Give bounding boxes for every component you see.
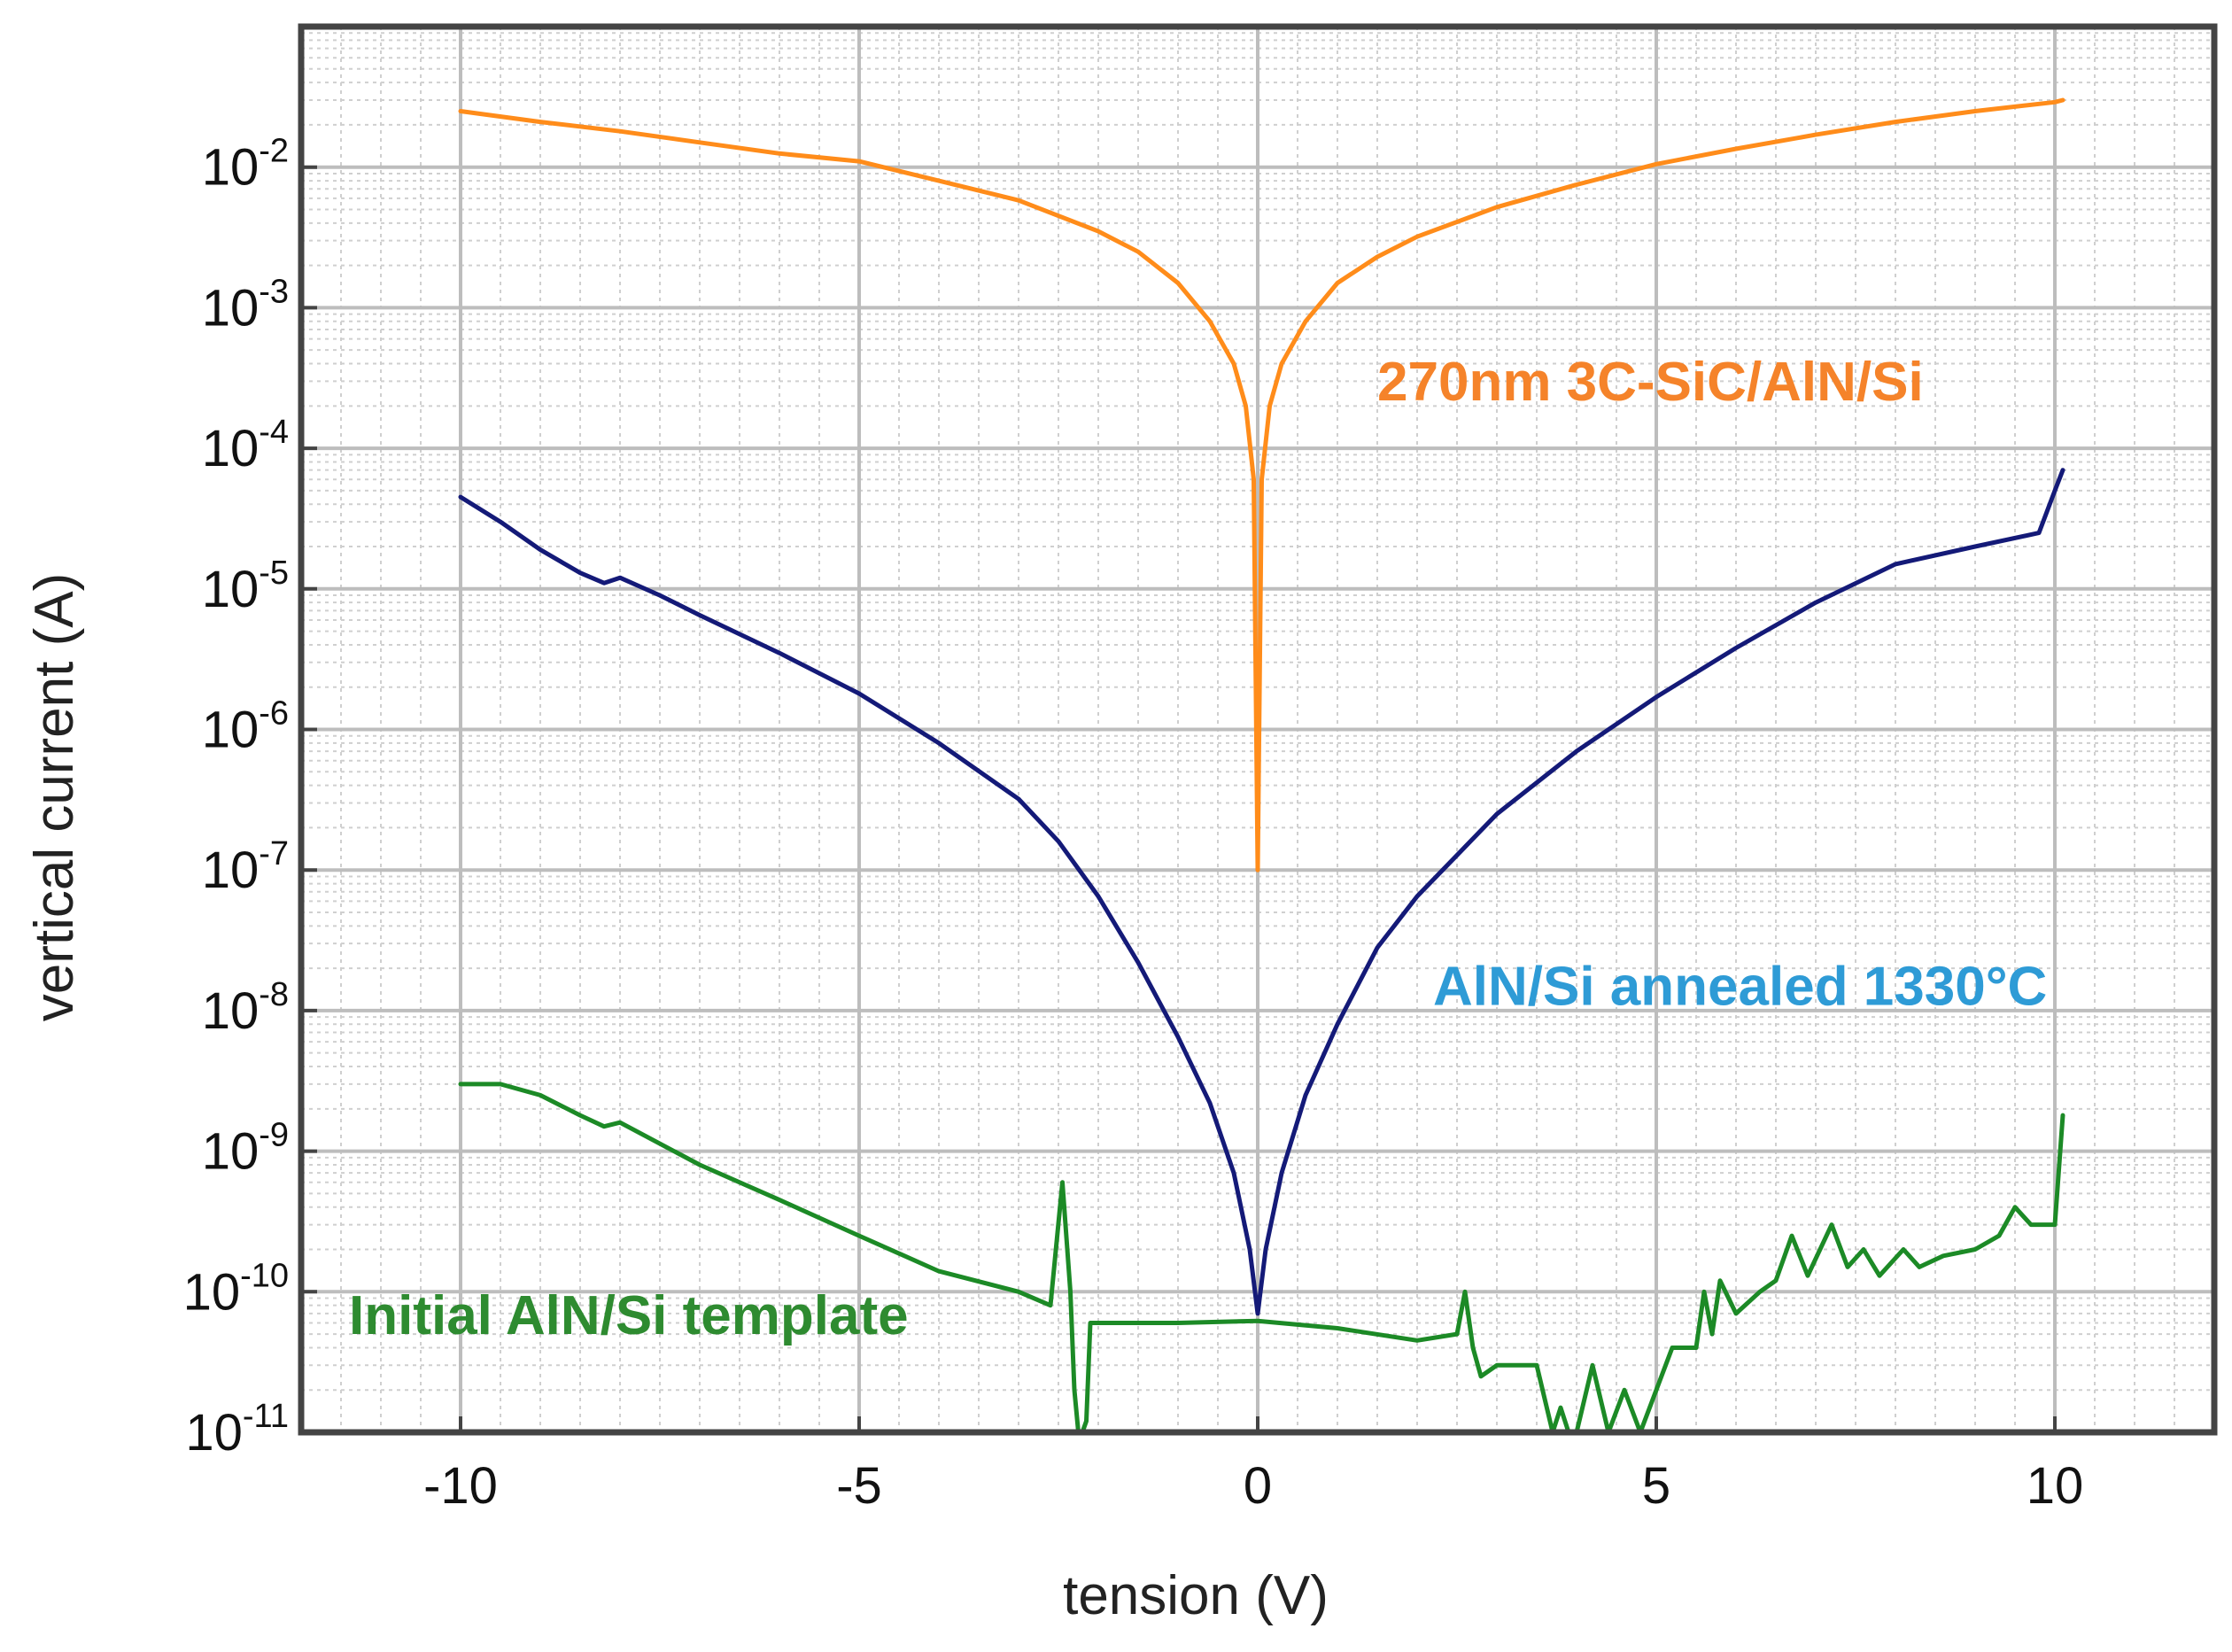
x-tick-label: -5 <box>836 1457 882 1515</box>
y-tick-label: 10-5 <box>202 555 289 618</box>
grid-layer <box>300 25 2215 1434</box>
y-axis-label: vertical current (A) <box>24 573 85 1021</box>
y-tick-label: 10-11 <box>185 1398 289 1462</box>
y-tick-label: 10-7 <box>202 835 289 899</box>
y-tick-label: 10-6 <box>202 695 289 759</box>
annotation-label: AlN/Si annealed 1330°C <box>1433 956 2047 1017</box>
y-tick-label: 10-3 <box>202 273 289 337</box>
series-line-270nm-3c-sic-aln-si <box>458 97 2065 873</box>
series-layer <box>458 97 2065 1435</box>
annotation-layer: 270nm 3C-SiC/AlN/Si AlN/Si annealed 1330°… <box>349 352 2047 1346</box>
x-tick-label: 10 <box>2027 1457 2084 1515</box>
y-tick-label: 10-4 <box>202 414 289 477</box>
x-tick-label: -10 <box>423 1457 498 1515</box>
series-line-initial-aln-si-template <box>458 1082 2065 1435</box>
y-tick-label: 10-8 <box>202 976 289 1040</box>
x-tick-label: 5 <box>1642 1457 1670 1515</box>
y-tick-label: 10-2 <box>202 133 289 197</box>
series-line-aln-si-annealed-1330-c <box>458 468 2065 1316</box>
x-axis-label: tension (V) <box>1063 1565 1329 1626</box>
x-tick-label: 0 <box>1244 1457 1272 1515</box>
y-tick-label: 10-10 <box>183 1257 289 1321</box>
annotation-label: 270nm 3C-SiC/AlN/Si <box>1377 352 1924 413</box>
y-tick-label: 10-9 <box>202 1117 289 1181</box>
tick-layer: -10 -5 0 5 10 10-2 10-3 10-4 10-5 10-6 10-7 10-8 10-… <box>183 133 2084 1515</box>
annotation-label: Initial AlN/Si template <box>349 1285 909 1346</box>
